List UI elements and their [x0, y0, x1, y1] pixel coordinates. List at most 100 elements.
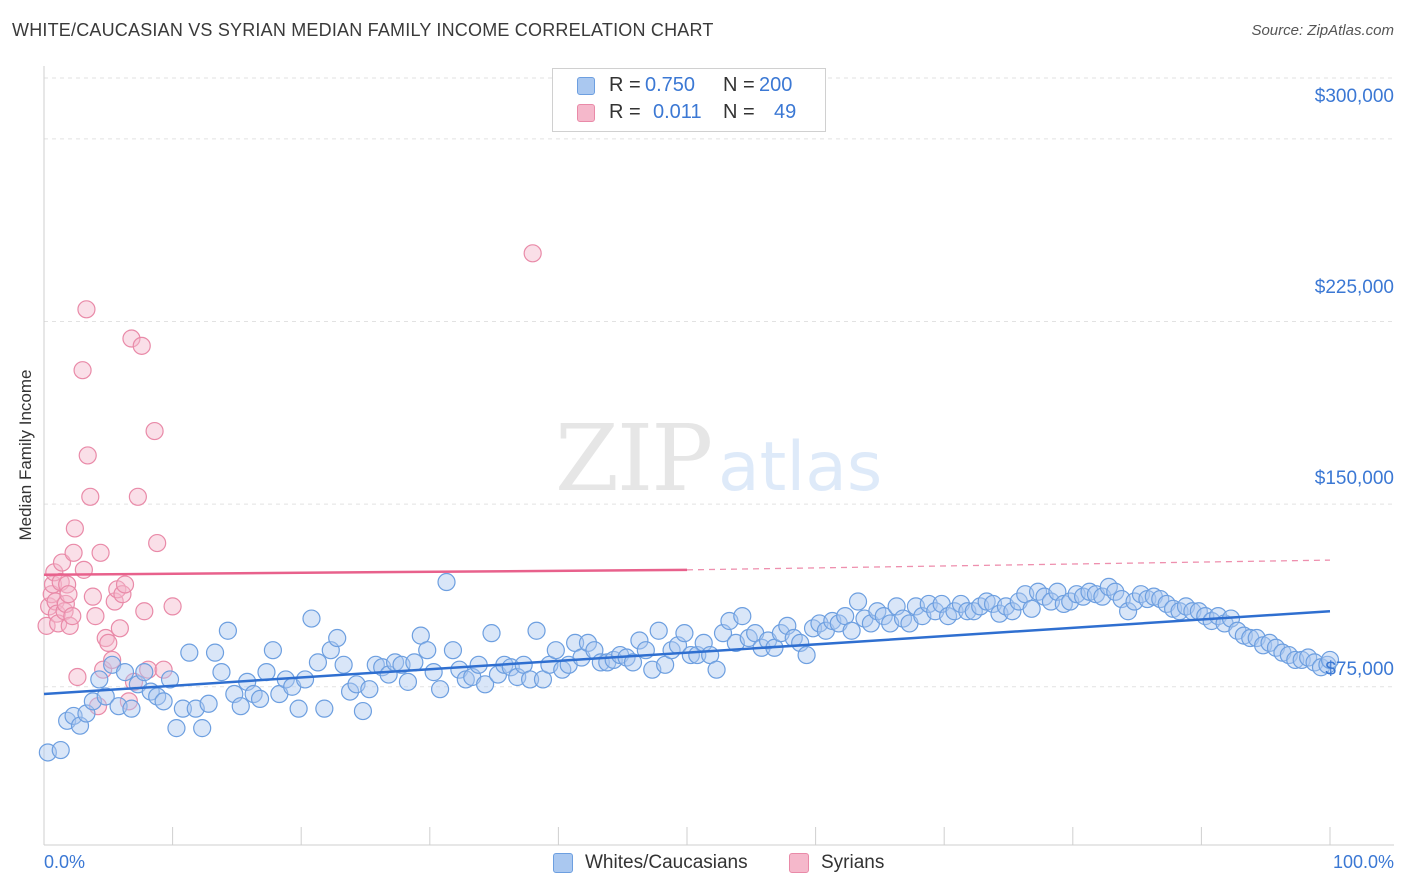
- white-point: [578, 633, 598, 653]
- syrian-point: [52, 553, 72, 572]
- syrian-point: [59, 585, 78, 604]
- white-point: [250, 689, 270, 709]
- syrian-point: [65, 519, 84, 538]
- syrian-point: [119, 692, 138, 711]
- svg-text:atlas: atlas: [718, 428, 882, 507]
- legend-n-label: N =: [723, 101, 755, 123]
- syrian-point: [77, 300, 96, 319]
- syrian-point: [148, 533, 167, 553]
- legend-r-label: R =: [609, 74, 641, 96]
- syrian-point: [99, 633, 118, 653]
- white-point: [527, 621, 546, 640]
- white-point: [848, 592, 868, 611]
- white-point: [51, 740, 70, 760]
- white-point: [1003, 602, 1022, 621]
- syrian-point: [128, 487, 147, 506]
- white-point: [340, 682, 360, 701]
- white-point: [353, 701, 373, 721]
- syrian-point: [145, 421, 164, 441]
- syrian-point: [83, 587, 102, 606]
- trend-lines: [43, 559, 1331, 696]
- source-label: Source: ZipAtlas.com: [1251, 22, 1394, 39]
- white-point: [315, 699, 334, 718]
- legend-r-value: 0.750: [645, 74, 696, 96]
- white-point: [180, 643, 199, 662]
- white-point: [160, 670, 180, 689]
- white-point: [295, 670, 315, 689]
- legend-n-value: 200: [759, 74, 793, 96]
- syrian-point: [68, 667, 87, 687]
- x-tick-min: 0.0%: [44, 852, 86, 872]
- x-tick-max: 100.0%: [1332, 852, 1394, 872]
- white-point: [945, 602, 964, 621]
- white-point: [205, 643, 225, 662]
- white-point: [675, 624, 694, 643]
- white-point: [1106, 582, 1125, 601]
- whites-points: [38, 572, 1340, 762]
- white-point: [437, 572, 456, 592]
- watermark: ZIP atlas: [555, 405, 882, 512]
- stats-legend: R = 0.750 N = 200 R = 0.011 N = 49: [552, 68, 826, 132]
- y-tick-label: $150,000: [1314, 468, 1394, 489]
- legend-swatch-pink: [577, 104, 595, 122]
- white-point: [475, 675, 495, 694]
- white-point: [257, 663, 276, 682]
- legend-r-value: 0.011: [653, 101, 702, 123]
- white-point: [122, 699, 141, 718]
- white-point: [424, 663, 443, 682]
- syrians-trend-line: [43, 568, 688, 576]
- syrian-point: [163, 597, 182, 616]
- legend-n-value: 49: [774, 101, 797, 123]
- syrian-point: [110, 619, 129, 638]
- y-tick-label: $300,000: [1314, 86, 1394, 107]
- white-point: [418, 641, 437, 660]
- white-point: [328, 628, 347, 648]
- svg-text:ZIP: ZIP: [555, 405, 711, 512]
- white-point: [430, 680, 450, 699]
- y-tick-label: $225,000: [1314, 277, 1394, 298]
- syrian-point: [96, 628, 115, 648]
- syrian-point: [135, 602, 154, 621]
- white-point: [90, 670, 109, 689]
- whites-trend-line: [43, 610, 1331, 696]
- legend-swatch-blue: [577, 77, 595, 95]
- white-point: [193, 719, 212, 738]
- syrian-point: [103, 650, 122, 670]
- white-point: [96, 687, 115, 706]
- legend-n-label: N =: [723, 74, 755, 96]
- white-point: [167, 719, 186, 738]
- y-tick-label: $75,000: [1325, 659, 1394, 680]
- white-point: [308, 653, 328, 672]
- white-point: [405, 653, 424, 672]
- legend-swatch-blue: [553, 853, 573, 873]
- syrian-point: [91, 543, 110, 562]
- white-point: [521, 670, 540, 689]
- syrian-point: [81, 487, 100, 506]
- syrian-point: [523, 244, 542, 263]
- syrian-point: [86, 607, 105, 626]
- white-point: [231, 697, 250, 716]
- white-point: [681, 645, 700, 665]
- white-point: [218, 621, 237, 640]
- chart-title: WHITE/CAUCASIAN VS SYRIAN MEDIAN FAMILY …: [12, 20, 714, 40]
- white-point: [263, 641, 283, 660]
- axes: [43, 66, 1394, 846]
- y-axis-label: Median Family Income: [16, 369, 35, 541]
- syrian-point: [64, 543, 83, 562]
- white-point: [733, 607, 752, 626]
- syrian-point: [73, 361, 92, 380]
- white-point: [623, 653, 643, 672]
- white-point: [212, 663, 231, 682]
- white-point: [199, 694, 218, 713]
- white-point: [135, 663, 154, 682]
- white-point: [173, 699, 192, 718]
- white-point: [334, 655, 353, 674]
- white-point: [360, 680, 379, 699]
- legend-swatch-pink: [789, 853, 809, 873]
- white-point: [1118, 602, 1138, 621]
- white-point: [482, 624, 501, 643]
- syrians-trend-extension: [686, 559, 1331, 571]
- white-point: [919, 594, 938, 614]
- syrian-point: [115, 575, 135, 594]
- syrian-point: [63, 607, 82, 626]
